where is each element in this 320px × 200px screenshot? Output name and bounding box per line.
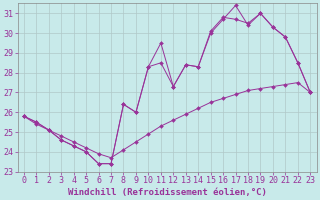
- X-axis label: Windchill (Refroidissement éolien,°C): Windchill (Refroidissement éolien,°C): [68, 188, 267, 197]
